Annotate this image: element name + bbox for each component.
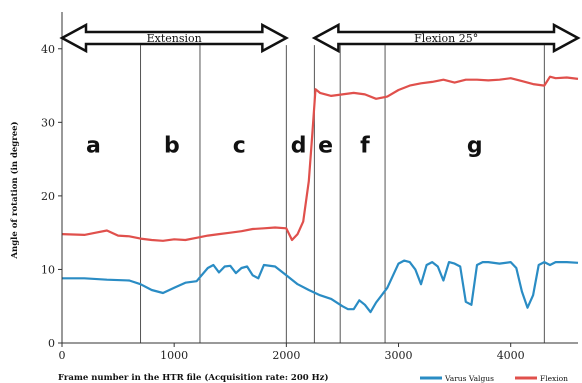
x-tick-label: 0 xyxy=(59,349,66,362)
legend-label: Varus Valgus xyxy=(444,374,494,383)
y-tick-label: 0 xyxy=(48,337,55,350)
phase-arrows: Extension Flexion 25° xyxy=(59,22,581,54)
axes xyxy=(61,12,578,344)
phase-arrow-1 xyxy=(59,22,289,54)
series-layer xyxy=(61,75,579,314)
legend: Varus Valgus Flexion xyxy=(420,374,568,383)
series-line-varus-valgus xyxy=(62,259,579,314)
phase-label-c: c xyxy=(233,133,246,158)
phase-label-d: d xyxy=(291,133,307,158)
y-axis-label: Angle of rotation (in degree) xyxy=(9,121,20,259)
phase-label-b: b xyxy=(164,133,180,158)
phase-arrow-2 xyxy=(311,22,581,54)
phase-arrow-label-2: Flexion 25° xyxy=(414,32,478,45)
phase-arrow-label-1: Extension xyxy=(147,32,202,45)
x-tick-label: 4000 xyxy=(497,349,525,362)
series-line-flexion xyxy=(61,75,579,242)
y-tick-label: 20 xyxy=(41,190,55,203)
phase-label-a: a xyxy=(86,133,101,158)
phase-label-g: g xyxy=(467,133,483,158)
tick-labels: 0 1000 2000 3000 4000 0 10 20 30 40 xyxy=(41,43,525,362)
y-tick-label: 30 xyxy=(41,116,55,129)
y-tick-label: 10 xyxy=(41,263,55,276)
x-tick-label: 2000 xyxy=(272,349,300,362)
legend-label: Flexion xyxy=(540,374,568,383)
phase-label-f: f xyxy=(360,133,370,158)
x-axis-label: Frame number in the HTR file (Acquisitio… xyxy=(58,372,329,383)
y-tick-label: 40 xyxy=(41,43,55,56)
x-tick-label: 3000 xyxy=(385,349,413,362)
x-tick-label: 1000 xyxy=(160,349,188,362)
phase-boundaries xyxy=(140,45,545,343)
phase-label-e: e xyxy=(318,133,333,158)
